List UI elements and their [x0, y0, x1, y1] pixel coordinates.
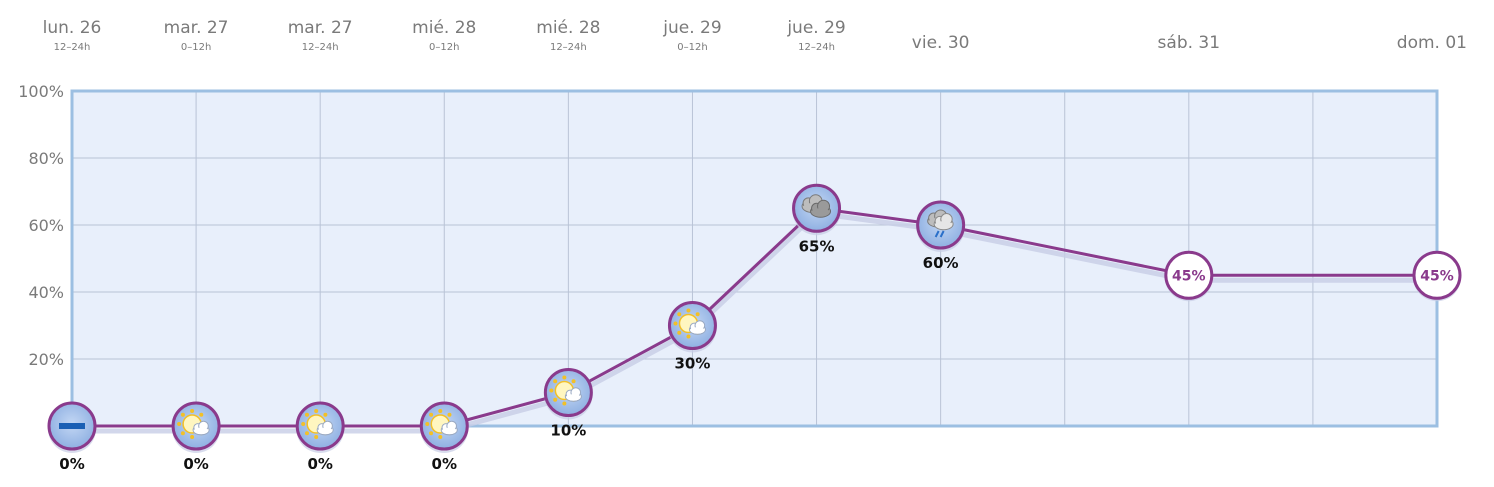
cloud-rain-icon — [927, 209, 954, 238]
x-day-label: mié. 28 — [536, 18, 600, 38]
x-day-label: jue. 29 — [662, 18, 721, 38]
x-period-label: 12–24h — [550, 42, 587, 53]
data-markers — [47, 183, 1462, 453]
data-label: 0% — [307, 455, 332, 473]
sun-cloud-icon — [177, 409, 210, 439]
sun-cloud-icon — [549, 375, 582, 406]
x-period-label: 0–12h — [429, 42, 459, 53]
series-line-path — [72, 206, 1437, 428]
sun-cloud-icon — [425, 409, 458, 439]
x-day-label: mar. 27 — [288, 18, 353, 38]
data-label: 0% — [59, 455, 84, 473]
data-marker — [916, 200, 966, 252]
x-day-label: vie. 30 — [912, 33, 970, 53]
data-marker — [419, 401, 469, 453]
x-period-label: 12–24h — [302, 42, 339, 53]
x-day-label: sáb. 31 — [1158, 33, 1221, 53]
x-day-label: mar. 27 — [164, 18, 229, 38]
series-line — [72, 206, 1437, 434]
x-period-label: 12–24h — [54, 42, 91, 53]
x-day-label: jue. 29 — [786, 18, 845, 38]
sun-cloud-icon — [673, 308, 706, 339]
y-tick-label: 40% — [28, 283, 64, 302]
x-day-label: dom. 01 — [1397, 33, 1467, 53]
data-label: 45% — [1172, 268, 1206, 284]
data-label: 45% — [1420, 268, 1454, 284]
data-label: 0% — [183, 455, 208, 473]
y-tick-label: 20% — [28, 350, 64, 369]
series-shadow — [72, 210, 1437, 434]
data-marker — [667, 301, 717, 353]
data-label: 60% — [923, 254, 959, 272]
data-marker — [792, 183, 842, 236]
data-labels: 0% 0% 0% 0% 10% 30% 65% 60% 45% 45% — [59, 237, 1453, 473]
data-label: 65% — [799, 237, 835, 255]
data-marker — [295, 401, 345, 453]
data-label: 30% — [675, 355, 711, 373]
y-tick-label: 100% — [18, 82, 64, 101]
x-period-label: 0–12h — [677, 42, 707, 53]
x-period-label: 12–24h — [798, 42, 835, 53]
data-marker — [171, 401, 221, 453]
y-tick-label: 60% — [28, 216, 64, 235]
data-marker — [543, 368, 593, 420]
data-marker — [1412, 250, 1462, 302]
y-tick-label: 80% — [28, 149, 64, 168]
x-day-label: mié. 28 — [412, 18, 476, 38]
none-icon — [59, 423, 85, 429]
grid-lines — [72, 91, 1437, 426]
data-label: 10% — [550, 422, 586, 440]
x-day-label: lun. 26 — [43, 18, 102, 38]
data-marker — [47, 401, 97, 453]
y-axis-ticks: 020%40%60%80%100% — [18, 82, 64, 436]
data-label: 0% — [432, 455, 457, 473]
clouds-icon — [801, 194, 832, 218]
sun-cloud-icon — [301, 409, 334, 439]
x-axis-labels: lun. 26 12–24h mar. 27 0–12h mar. 27 12–24h mi… — [43, 18, 1467, 53]
data-marker — [1164, 250, 1214, 302]
x-period-label: 0–12h — [181, 42, 211, 53]
plot-area — [72, 91, 1437, 426]
